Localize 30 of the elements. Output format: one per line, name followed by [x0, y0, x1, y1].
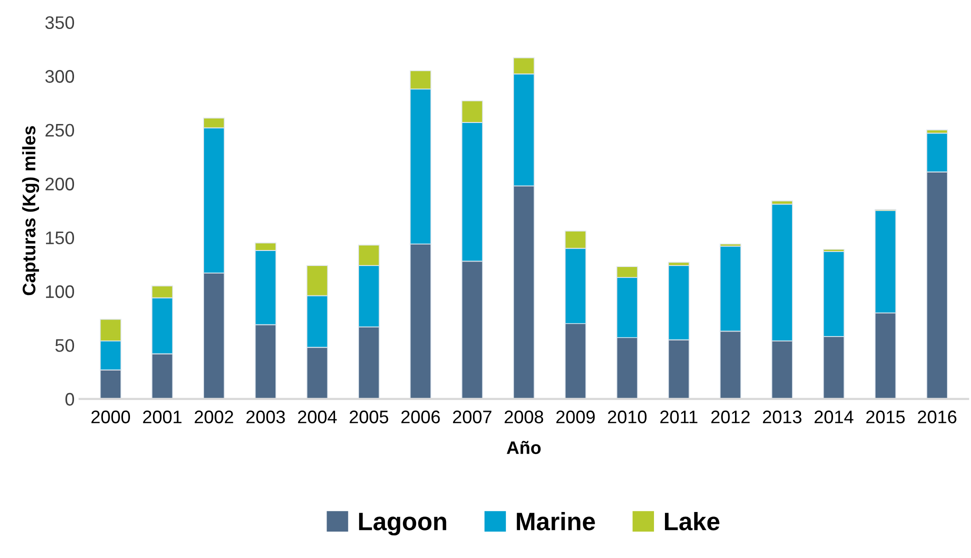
y-tick-label: 300: [45, 70, 74, 83]
x-tick-label: 2003: [246, 410, 285, 424]
x-tick-label: 2000: [91, 410, 130, 424]
x-tick-label: 2010: [608, 410, 647, 424]
x-tick-label: 2015: [866, 410, 905, 424]
x-tick-label: 2007: [453, 410, 492, 424]
x-tick-label: 2016: [918, 410, 956, 424]
y-tick-label: 50: [55, 339, 74, 352]
x-tick-label: 2011: [660, 410, 698, 424]
y-tick-label: 150: [46, 231, 74, 244]
legend-label: Lake: [664, 512, 720, 530]
x-tick-label: 2006: [401, 410, 440, 424]
legend-label: Lagoon: [359, 512, 446, 536]
x-tick-label: 2004: [298, 410, 337, 424]
x-tick-label: 2012: [711, 410, 750, 424]
x-tick-label: 2013: [762, 410, 802, 424]
y-axis-title: Capturas (Kg) miles: [22, 126, 40, 296]
y-tick-label: 350: [45, 16, 74, 30]
x-tick-label: 2002: [194, 410, 234, 424]
x-tick-label: 2014: [814, 410, 854, 424]
x-tick-label: 2009: [556, 410, 595, 424]
x-tick-label: 2001: [143, 410, 182, 424]
y-tick-label: 100: [46, 285, 74, 298]
y-tick-label: 250: [46, 124, 74, 137]
x-tick-label: 2008: [504, 410, 544, 424]
x-tick-label: 2005: [350, 410, 388, 424]
legend-label: Marine: [516, 512, 595, 530]
y-tick-label: 200: [46, 178, 74, 190]
y-tick-label: 0: [65, 392, 74, 406]
x-axis-title: Año: [506, 440, 541, 454]
